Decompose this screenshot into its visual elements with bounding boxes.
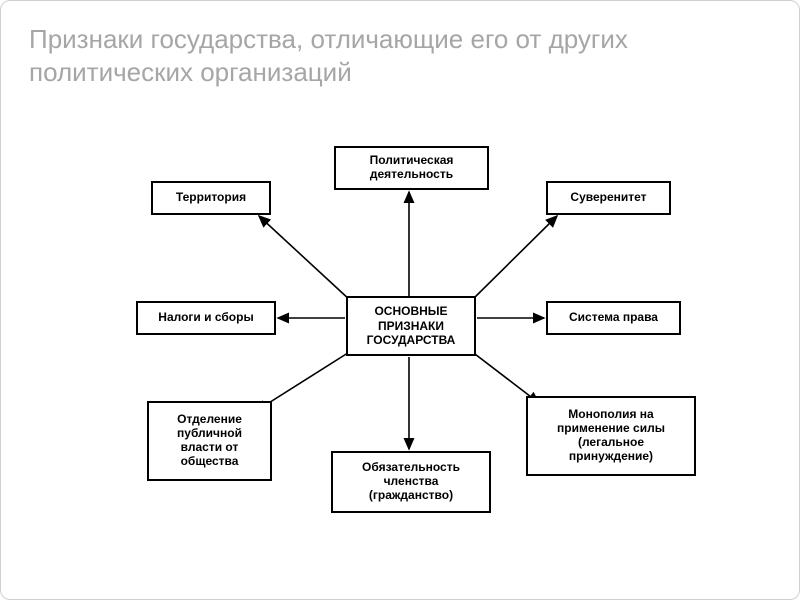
- node-label: ОСНОВНЫЕПРИЗНАКИГОСУДАРСТВА: [367, 304, 456, 347]
- node-monopoly: Монополия наприменение силы(легальноепри…: [526, 396, 696, 476]
- node-label: Система права: [569, 311, 658, 325]
- node-taxes: Налоги и сборы: [136, 301, 276, 335]
- edge: [259, 216, 351, 301]
- node-politact: Политическаядеятельность: [334, 146, 489, 190]
- node-label: Отделениепубличнойвласти отобщества: [177, 413, 242, 468]
- edge: [471, 216, 557, 301]
- node-label: Монополия наприменение силы(легальноепри…: [557, 408, 665, 463]
- node-label: Политическаядеятельность: [370, 154, 454, 182]
- node-legal: Система права: [546, 301, 681, 335]
- node-sovereignty: Суверенитет: [546, 181, 671, 215]
- node-membership: Обязательностьчленства(гражданство): [331, 451, 491, 513]
- node-territory: Территория: [151, 181, 271, 215]
- node-label: Суверенитет: [570, 191, 646, 205]
- node-label: Налоги и сборы: [158, 311, 253, 325]
- diagram-container: ОСНОВНЫЕПРИЗНАКИГОСУДАРСТВА Территория Пол…: [1, 1, 800, 600]
- node-publicpower: Отделениепубличнойвласти отобщества: [147, 401, 272, 481]
- center-node: ОСНОВНЫЕПРИЗНАКИГОСУДАРСТВА: [346, 296, 476, 356]
- slide: Признаки государства, отличающие его от …: [0, 0, 800, 600]
- node-label: Территория: [176, 191, 246, 205]
- node-label: Обязательностьчленства(гражданство): [362, 461, 460, 502]
